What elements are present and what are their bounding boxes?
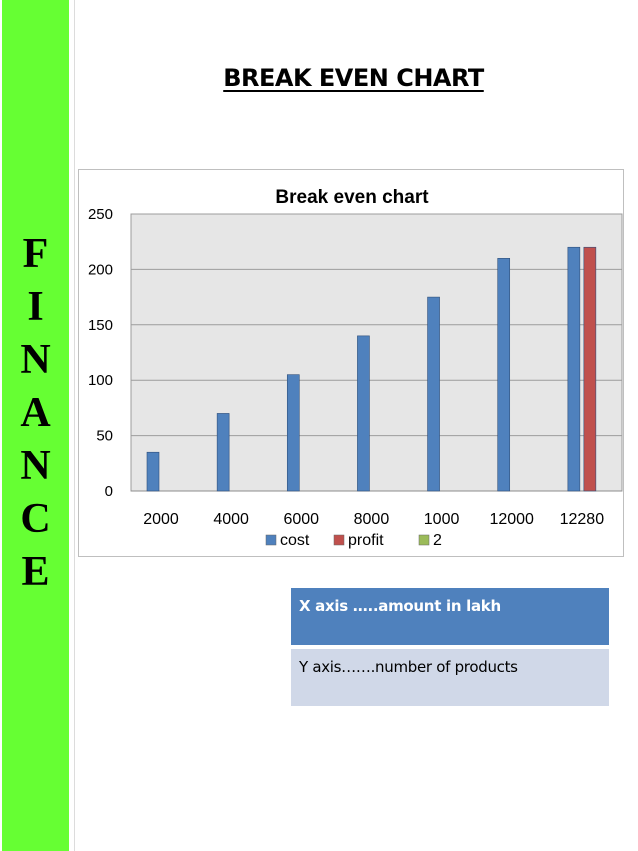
y-tick-label: 200 bbox=[88, 261, 113, 278]
table-row-gap bbox=[291, 645, 609, 649]
page-title: BREAK EVEN CHART bbox=[223, 64, 484, 92]
side-letter: E bbox=[21, 549, 50, 595]
legend-swatch-cost bbox=[265, 534, 277, 546]
bar-cost bbox=[567, 246, 581, 492]
legend-label-2: 2 bbox=[433, 532, 442, 549]
x-tick-label: 12000 bbox=[489, 511, 534, 528]
chart-title: Break even chart bbox=[275, 187, 429, 208]
axis-notes-table: X axis …..amount in lakh Y axis…….number… bbox=[291, 588, 609, 706]
x-tick-label: 1000 bbox=[424, 511, 460, 528]
side-letter: A bbox=[20, 390, 51, 436]
legend-swatch-profit bbox=[333, 534, 345, 546]
side-letter: C bbox=[20, 496, 51, 542]
x-tick-label: 8000 bbox=[354, 511, 390, 528]
x-tick-label: 6000 bbox=[283, 511, 319, 528]
bar-cost bbox=[286, 374, 300, 492]
bar-cost bbox=[216, 413, 230, 492]
bar-cost bbox=[357, 335, 370, 492]
chart-frame: Break even chart 0 50 100 150 200 250 2000 4000 6… bbox=[78, 169, 624, 557]
y-tick-label: 150 bbox=[88, 317, 113, 334]
y-axis-note: Y axis…….number of products bbox=[291, 649, 609, 706]
x-tick-label: 4000 bbox=[213, 511, 249, 528]
bar-cost bbox=[146, 451, 160, 492]
side-letter: F bbox=[22, 231, 49, 277]
side-letter: I bbox=[27, 284, 44, 330]
side-band-divider bbox=[74, 0, 75, 851]
bar-profit bbox=[583, 246, 597, 492]
legend-label-cost: cost bbox=[280, 532, 310, 549]
side-letter: N bbox=[20, 443, 51, 489]
x-tick-label: 12280 bbox=[560, 511, 605, 528]
y-tick-label: 250 bbox=[88, 206, 113, 223]
x-tick-label: 2000 bbox=[143, 511, 179, 528]
finance-side-band bbox=[2, 0, 69, 851]
y-tick-label: 100 bbox=[88, 372, 113, 389]
finance-vertical-word: F I N A N C E bbox=[2, 228, 69, 599]
legend-swatch-2 bbox=[418, 534, 430, 546]
x-axis-note: X axis …..amount in lakh bbox=[291, 588, 609, 645]
bar-cost bbox=[427, 296, 440, 492]
break-even-chart: Break even chart 0 50 100 150 200 250 2000 4000 6… bbox=[88, 187, 623, 549]
legend-label-profit: profit bbox=[348, 532, 384, 549]
bar-cost bbox=[497, 258, 511, 492]
plot-area bbox=[130, 213, 623, 492]
y-tick-label: 50 bbox=[96, 428, 113, 445]
y-tick-label: 0 bbox=[105, 483, 113, 500]
side-letter: N bbox=[20, 337, 51, 383]
